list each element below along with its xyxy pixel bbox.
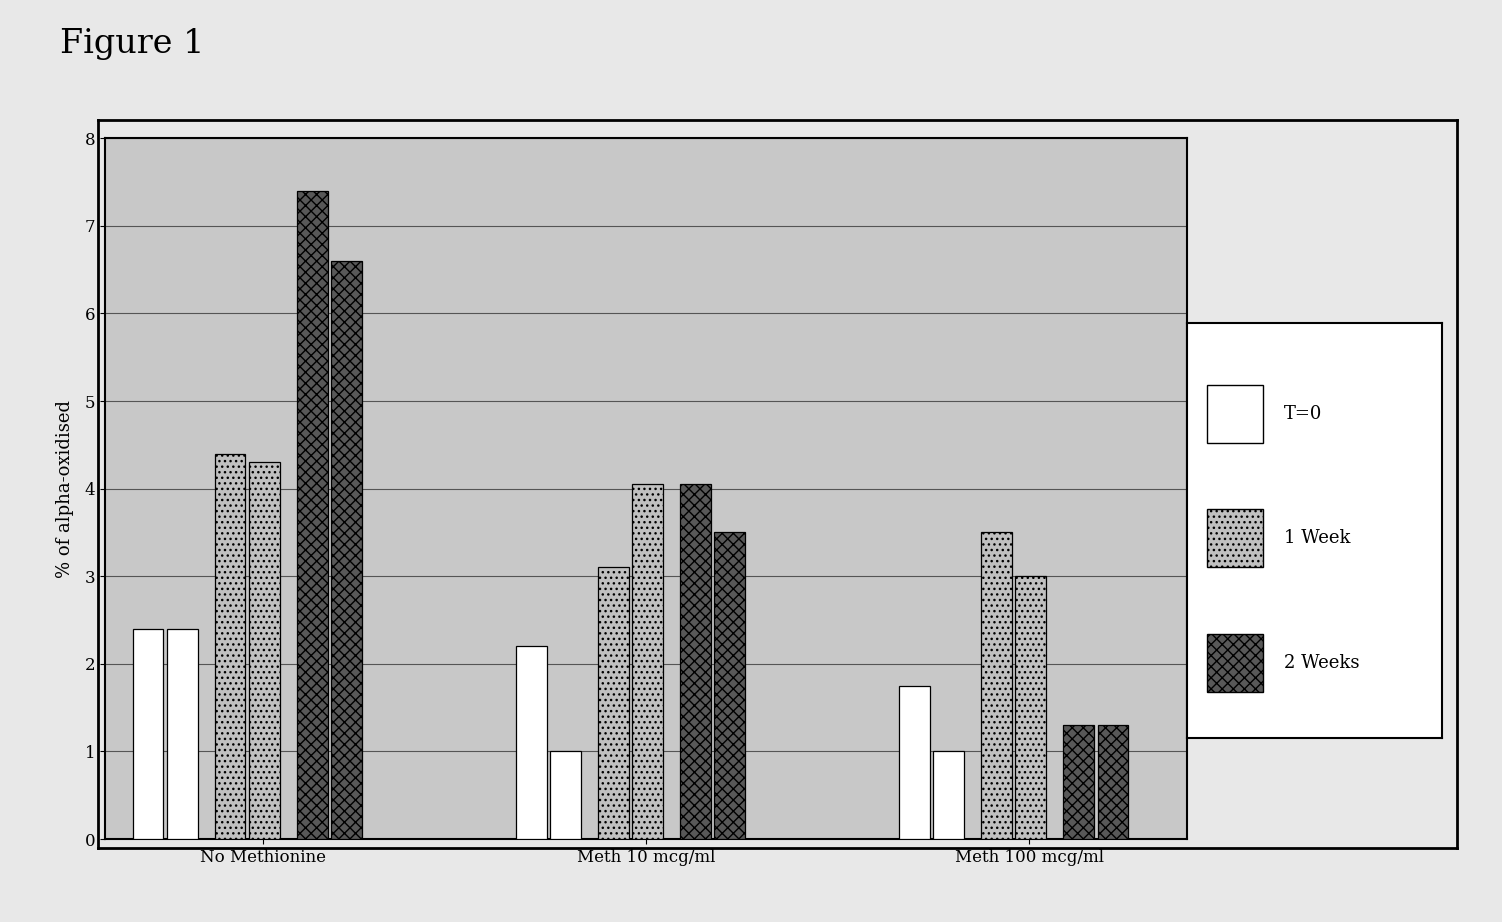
Bar bbox=[1063, 725, 1093, 839]
Bar bbox=[1098, 725, 1128, 839]
Bar bbox=[330, 261, 362, 839]
Bar bbox=[249, 463, 279, 839]
Bar bbox=[167, 629, 198, 839]
FancyBboxPatch shape bbox=[1208, 385, 1263, 443]
Bar bbox=[981, 533, 1012, 839]
Bar bbox=[297, 191, 327, 839]
Bar bbox=[1015, 576, 1047, 839]
Text: 1 Week: 1 Week bbox=[1284, 529, 1350, 548]
FancyBboxPatch shape bbox=[1208, 509, 1263, 568]
Bar bbox=[715, 533, 745, 839]
Bar bbox=[900, 686, 930, 839]
Bar bbox=[515, 646, 547, 839]
Text: Figure 1: Figure 1 bbox=[60, 28, 204, 60]
Y-axis label: % of alpha-oxidised: % of alpha-oxidised bbox=[56, 399, 74, 578]
Bar bbox=[933, 751, 964, 839]
Bar bbox=[632, 484, 662, 839]
Bar bbox=[598, 568, 629, 839]
Bar bbox=[680, 484, 710, 839]
Text: 2 Weeks: 2 Weeks bbox=[1284, 654, 1359, 672]
FancyBboxPatch shape bbox=[1208, 634, 1263, 692]
Bar bbox=[550, 751, 581, 839]
Bar bbox=[215, 454, 245, 839]
Text: T=0: T=0 bbox=[1284, 405, 1322, 423]
Bar bbox=[132, 629, 164, 839]
